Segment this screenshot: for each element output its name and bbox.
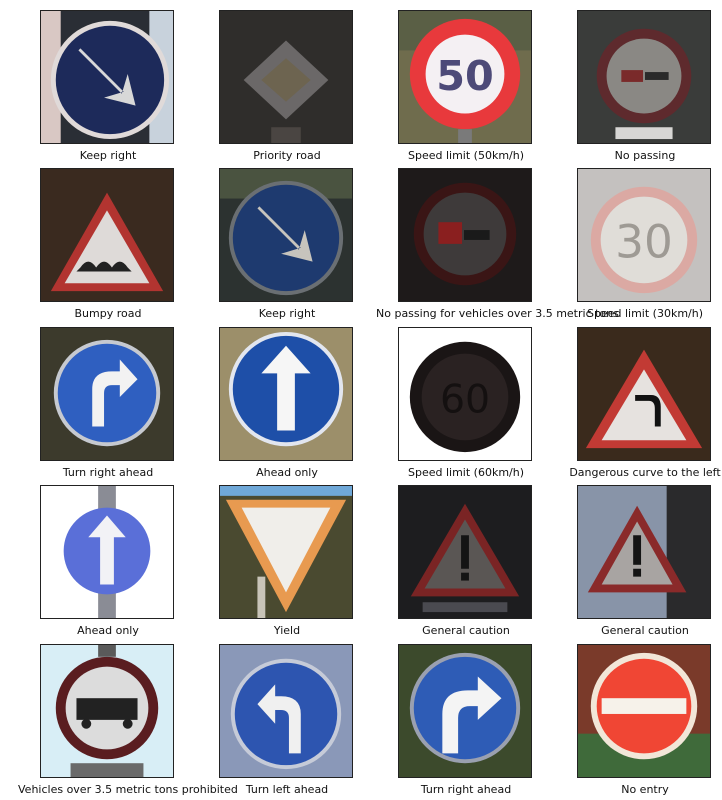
- no-passing-sign-icon: [578, 11, 710, 143]
- priority-road-sign-icon: [220, 11, 352, 143]
- sign-image-bumpy-road: [40, 168, 174, 302]
- ahead-only-sign-icon: [41, 486, 173, 618]
- sign-image-ahead-only-2: [40, 485, 174, 619]
- caption-9: Turn right ahead: [62, 466, 154, 479]
- caption-15: General caution: [422, 624, 510, 637]
- caption-19: Turn right ahead: [420, 783, 512, 796]
- caption-2: Priority road: [253, 149, 321, 162]
- sign-image-speed-30: 30: [577, 168, 711, 302]
- caption-4: No passing: [614, 149, 676, 162]
- sign-image-turn-right-ahead-2: [398, 644, 532, 778]
- caption-14: Yield: [273, 624, 301, 637]
- keep-right-sign-icon: [41, 11, 173, 143]
- ahead-only-sign-icon: [220, 328, 352, 460]
- speed-limit-60-sign-icon: 60: [399, 328, 531, 460]
- speed-30-text: 30: [615, 216, 673, 269]
- caption-20: No entry: [621, 783, 669, 796]
- sign-image-no-passing: [577, 10, 711, 144]
- caption-5: Bumpy road: [74, 307, 142, 320]
- sign-image-vehicles-over-3-5t-prohibited: [40, 644, 174, 778]
- sign-image-priority-road: [219, 10, 353, 144]
- caption-7: No passing for vehicles over 3.5 metric …: [376, 307, 619, 320]
- bumpy-road-sign-icon: [41, 169, 173, 301]
- no-heavy-vehicles-sign-icon: [41, 645, 173, 777]
- general-caution-sign-icon: [399, 486, 531, 618]
- sign-image-no-passing-heavy: [398, 168, 532, 302]
- no-passing-heavy-sign-icon: [399, 169, 531, 301]
- caption-13: Ahead only: [77, 624, 139, 637]
- sign-image-speed-60: 60: [398, 327, 532, 461]
- caption-6: Keep right: [258, 307, 316, 320]
- yield-sign-icon: [220, 486, 352, 618]
- caption-18: Turn left ahead: [245, 783, 329, 796]
- caption-16: General caution: [601, 624, 689, 637]
- sign-image-yield: [219, 485, 353, 619]
- sign-image-no-entry: [577, 644, 711, 778]
- sign-image-ahead-only: [219, 327, 353, 461]
- turn-left-ahead-sign-icon: [220, 645, 352, 777]
- dangerous-curve-left-sign-icon: [578, 328, 710, 460]
- caption-17: Vehicles over 3.5 metric tons prohibited: [18, 783, 238, 796]
- no-entry-sign-icon: [578, 645, 710, 777]
- general-caution-sign-icon: [578, 486, 710, 618]
- caption-12: Dangerous curve to the left: [569, 466, 721, 479]
- speed-50-text: 50: [436, 52, 494, 100]
- caption-1: Keep right: [79, 149, 137, 162]
- turn-right-ahead-sign-icon: [41, 328, 173, 460]
- keep-right-sign-icon: [220, 169, 352, 301]
- sign-image-turn-left-ahead: [219, 644, 353, 778]
- speed-limit-30-sign-icon: 30: [578, 169, 710, 301]
- turn-right-ahead-sign-icon: [399, 645, 531, 777]
- caption-3: Speed limit (50km/h): [407, 149, 524, 162]
- sign-image-general-caution: [398, 485, 532, 619]
- caption-8: Speed limit (30km/h): [586, 307, 703, 320]
- sign-image-speed-50: 50: [398, 10, 532, 144]
- sign-image-turn-right-ahead: [40, 327, 174, 461]
- sign-image-dangerous-curve-left: [577, 327, 711, 461]
- speed-limit-50-sign-icon: 50: [399, 11, 531, 143]
- caption-10: Ahead only: [256, 466, 318, 479]
- speed-60-text: 60: [440, 377, 490, 423]
- sign-image-general-caution-2: [577, 485, 711, 619]
- sign-image-keep-right: [40, 10, 174, 144]
- caption-11: Speed limit (60km/h): [407, 466, 524, 479]
- sign-image-keep-right-2: [219, 168, 353, 302]
